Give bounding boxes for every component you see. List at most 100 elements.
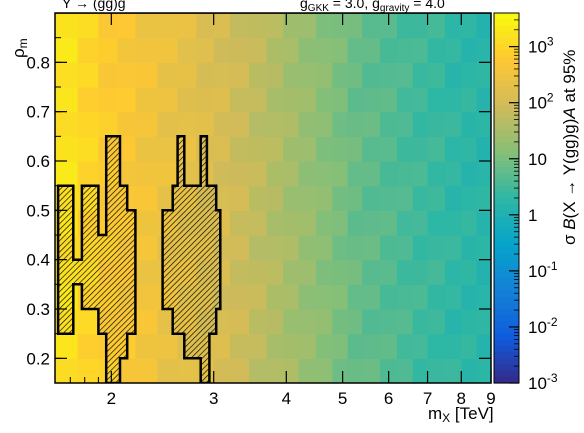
heatmap-cell — [316, 87, 333, 113]
heatmap-cell — [427, 284, 446, 310]
colorbar-tick-label: 10-2 — [528, 315, 558, 337]
heatmap-cell — [135, 37, 158, 63]
heatmap-cell — [427, 136, 446, 162]
heatmap-cell — [412, 333, 429, 359]
heatmap-cell — [347, 136, 363, 162]
heatmap-cell — [229, 235, 250, 261]
heatmap-cell — [412, 13, 429, 39]
heatmap-cell — [248, 185, 268, 211]
heatmap-cell — [117, 161, 136, 187]
heatmap-cell — [157, 13, 179, 39]
heatmap-cell — [380, 284, 398, 310]
heatmap-cell — [476, 62, 491, 88]
heatmap-cell — [135, 136, 158, 162]
heatmap-cell — [316, 111, 333, 137]
heatmap-cell — [117, 87, 136, 113]
heatmap-cell — [396, 62, 414, 88]
heatmap-cell — [362, 333, 381, 359]
heatmap-cell — [135, 284, 158, 310]
heatmap-cell — [332, 161, 349, 187]
colorbar-band — [494, 296, 519, 304]
heatmap-cell — [135, 185, 158, 211]
heatmap-cell — [412, 161, 429, 187]
heatmap-cell — [380, 309, 398, 335]
colorbar-band — [494, 13, 519, 20]
heatmap-cell — [213, 185, 231, 211]
heatmap-cell — [427, 87, 446, 113]
heatmap-cell — [444, 259, 462, 285]
heatmap-cell — [362, 358, 381, 383]
heatmap-cell — [396, 13, 414, 39]
heatmap-cell — [362, 37, 381, 63]
heatmap-cell — [77, 136, 99, 162]
heatmap-cell — [283, 37, 300, 63]
colorbar-band — [494, 222, 519, 230]
colorbar-tick-label: 10 — [528, 150, 547, 169]
heatmap-cell — [77, 309, 99, 335]
heatmap-cell — [135, 111, 158, 137]
heatmap-cell — [77, 87, 99, 113]
colorbar-band — [494, 50, 519, 57]
heatmap-cell — [476, 111, 491, 137]
heatmap-cell — [380, 87, 398, 113]
heatmap-cell — [298, 161, 317, 187]
heatmap-cell — [332, 235, 349, 261]
heatmap-cell — [444, 161, 462, 187]
colorbar-band — [494, 315, 519, 322]
colorbar-band — [494, 210, 519, 218]
heatmap-cell — [248, 309, 268, 335]
heatmap-cell — [266, 259, 284, 285]
heatmap-cell — [412, 62, 429, 88]
heatmap-cell — [229, 87, 250, 113]
colorbar-band — [494, 284, 519, 292]
heatmap-cell — [157, 333, 179, 359]
heatmap-cell — [444, 235, 462, 261]
heatmap-cell — [55, 37, 79, 63]
heatmap-cell — [77, 111, 99, 137]
heatmap-cell — [316, 259, 333, 285]
heatmap-cell — [229, 13, 250, 39]
heatmap-cell — [476, 37, 491, 63]
colorbar-band — [494, 265, 519, 273]
heatmap-cell — [461, 37, 478, 63]
heatmap-cell — [444, 358, 462, 383]
heatmap-cell — [135, 309, 158, 335]
heatmap-cell — [476, 259, 491, 285]
heatmap-cell — [117, 136, 136, 162]
colorbar-band — [494, 111, 519, 119]
heatmap-cell — [98, 111, 119, 137]
heatmap-cell — [283, 87, 300, 113]
heatmap-cell — [316, 37, 333, 63]
heatmap-cell — [332, 284, 349, 310]
heatmap-cell — [380, 37, 398, 63]
heatmap-cell — [283, 161, 300, 187]
colorbar-band — [494, 25, 519, 33]
heatmap-cell — [427, 185, 446, 211]
heatmap-cell — [135, 87, 158, 113]
x-tick-label: 3 — [209, 389, 218, 408]
x-axis: 2 3 4 5 6 7 8 9 — [69, 13, 496, 408]
heatmap-cell — [362, 136, 381, 162]
y-axis: 0.2 0.3 0.4 0.5 0.6 0.7 0.8 — [26, 37, 491, 368]
heatmap-cell — [316, 136, 333, 162]
heatmap-cell — [229, 210, 250, 236]
heatmap-cell — [77, 13, 99, 39]
colorbar-tick-label: 10-1 — [528, 259, 558, 281]
heatmap-cell — [461, 136, 478, 162]
heatmap-cell — [362, 210, 381, 236]
colorbar-band — [494, 321, 519, 329]
heatmap-cell — [332, 136, 349, 162]
heatmap-cell — [117, 358, 136, 383]
colorbar-band — [494, 87, 519, 94]
heatmap-cell — [380, 185, 398, 211]
heatmap-cell — [266, 358, 284, 383]
heatmap-cell — [316, 235, 333, 261]
colorbar-band — [494, 105, 519, 113]
heatmap-cell — [347, 37, 363, 63]
y-tick-label: 0.5 — [26, 201, 50, 220]
heatmap-cell — [362, 185, 381, 211]
heatmap-cell — [229, 358, 250, 383]
heatmap-cell — [396, 210, 414, 236]
heatmap-cell — [98, 87, 119, 113]
